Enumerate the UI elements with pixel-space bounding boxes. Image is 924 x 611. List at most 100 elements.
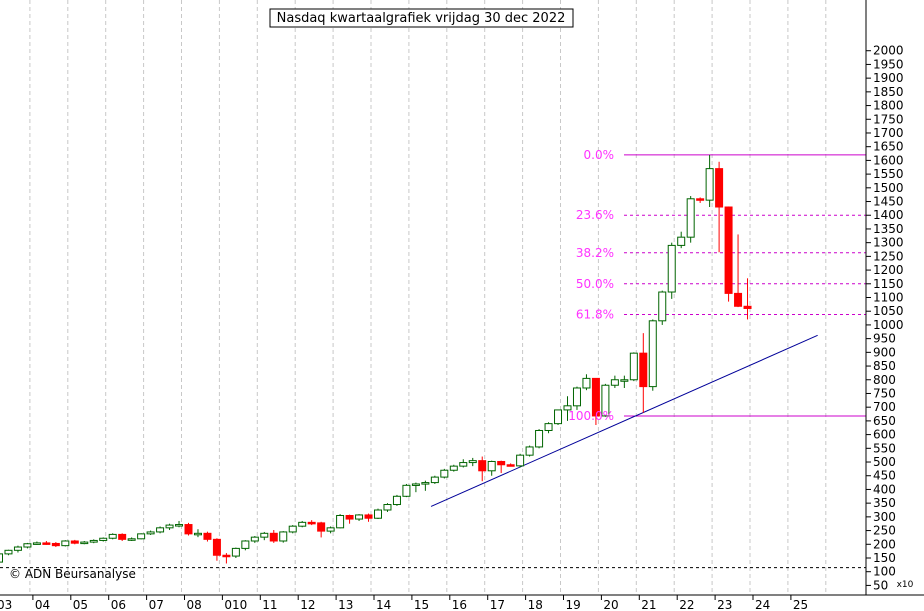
candle-body	[610, 379, 619, 386]
x-tick-label: 16	[452, 598, 467, 611]
y-tick-label: 1200	[873, 263, 904, 277]
x-tick-label: 23	[717, 598, 732, 611]
candle-body	[298, 521, 307, 527]
y-tick-label: 750	[873, 386, 896, 400]
y-tick-label: 1350	[873, 222, 904, 236]
x-tick-label: 13	[338, 598, 353, 611]
candle-body	[535, 429, 544, 448]
candle-body	[70, 540, 79, 544]
y-tick-label: 1150	[873, 277, 904, 291]
candle-body	[572, 387, 581, 407]
x-tick-label: 20	[603, 598, 618, 611]
y-tick-label: 350	[873, 496, 896, 510]
y-tick-label: 1500	[873, 181, 904, 195]
candle-body	[0, 553, 3, 563]
candles	[0, 154, 752, 564]
candle-body	[231, 547, 240, 557]
y-tick-label: 1600	[873, 153, 904, 167]
candle-body	[411, 483, 420, 486]
candle-body	[705, 168, 714, 201]
candle-body	[279, 531, 288, 542]
candle-body	[374, 509, 382, 519]
candle-body	[459, 462, 468, 467]
trendline	[430, 334, 818, 507]
candle-body	[478, 460, 487, 472]
x-tick-label: 07	[149, 598, 164, 611]
fib-label: 23.6%	[576, 208, 614, 222]
y-tick-label: 1250	[873, 249, 904, 263]
candle-body	[326, 527, 335, 532]
candle-body	[137, 533, 146, 540]
candle-body	[449, 465, 458, 471]
candle-body	[355, 514, 364, 520]
candle-body	[51, 542, 60, 547]
candle-body	[61, 540, 70, 547]
y-tick-label: 1300	[873, 236, 904, 250]
candle-body	[165, 524, 174, 529]
y-tick-label: 600	[873, 428, 896, 442]
candle-body	[345, 514, 354, 520]
fibonacci-labels: 0.0% 23.6% 38.2% 50.0% 61.8% 100.0%	[568, 148, 614, 423]
candle-body	[402, 484, 411, 497]
y-tick-label: 1100	[873, 291, 904, 305]
x-tick-label: 22	[679, 598, 694, 611]
candle-body	[430, 476, 439, 484]
candle-body	[487, 460, 496, 472]
candle-body	[42, 542, 51, 545]
candle-body	[658, 291, 667, 322]
candle-body	[506, 464, 515, 467]
y-tick-label: 1450	[873, 195, 904, 209]
candle-body	[648, 320, 657, 388]
x-axis-ticks: 03 04 05 06 07 08 010 11 12 13 14 15 16 17 18 19 20 21 22 2…	[0, 595, 808, 611]
candle-body	[582, 377, 591, 389]
y-tick-label: 1900	[873, 71, 904, 85]
candle-body	[212, 538, 221, 556]
y-axis-ticks: 5010015020025030035040045050055060065070…	[866, 44, 904, 592]
y-tick-label: 300	[873, 510, 896, 524]
y-tick-label: 100	[873, 565, 896, 579]
candle-body	[629, 352, 638, 381]
candle-body	[743, 305, 752, 309]
candle-body	[724, 206, 733, 294]
candle-body	[80, 541, 89, 545]
candle-body	[127, 538, 136, 541]
y-tick-label: 400	[873, 482, 896, 496]
candle-body	[497, 460, 506, 466]
candle-body	[23, 543, 32, 548]
candle-body	[108, 533, 117, 539]
y-tick-label: 1400	[873, 208, 904, 222]
y-tick-label: 950	[873, 332, 896, 346]
y-tick-label: 1750	[873, 112, 904, 126]
chart-title: Nasdaq kwartaalgrafiek vrijdag 30 dec 20…	[277, 11, 566, 26]
candle-body	[32, 542, 41, 545]
candle-body	[222, 554, 231, 558]
candle-body	[620, 379, 629, 382]
candle-body	[193, 532, 202, 536]
candle-body	[516, 454, 525, 467]
y-tick-label: 850	[873, 359, 896, 373]
y-tick-label: 250	[873, 524, 896, 538]
candle-body	[601, 384, 610, 417]
candle-body	[715, 168, 724, 208]
x-tick-label: 18	[528, 598, 543, 611]
x-tick-label: 08	[187, 598, 202, 611]
x-tick-label: 17	[490, 598, 505, 611]
candle-body	[317, 522, 326, 532]
y-tick-label: 1550	[873, 167, 904, 181]
fib-label: 100.0%	[568, 409, 614, 423]
y-tick-label: 550	[873, 441, 896, 455]
candle-body	[89, 539, 98, 543]
candle-body	[525, 446, 534, 456]
y-tick-label: 1000	[873, 318, 904, 332]
y-tick-label: 1950	[873, 57, 904, 71]
y-tick-label: 800	[873, 373, 896, 387]
candle-body	[686, 198, 695, 238]
y-tick-label: 1800	[873, 99, 904, 113]
y-tick-label: 700	[873, 400, 896, 414]
candle-body	[269, 532, 278, 542]
x-tick-label: 04	[35, 598, 50, 611]
candle-body	[118, 533, 127, 540]
candle-body	[734, 292, 743, 307]
